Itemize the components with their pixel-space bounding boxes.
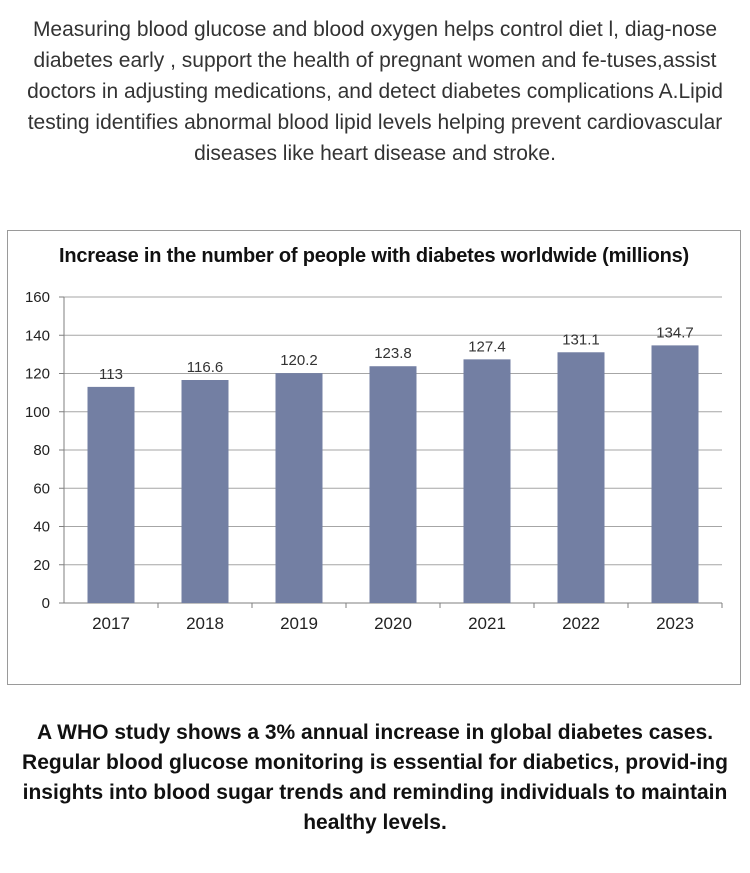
data-label-2019: 120.2	[280, 352, 318, 369]
y-tick-label: 20	[33, 557, 50, 574]
y-tick-label: 40	[33, 519, 50, 536]
data-label-2018: 116.6	[187, 359, 223, 376]
y-tick-label: 120	[25, 366, 50, 383]
data-label-2022: 131.1	[562, 331, 600, 348]
y-tick-label: 100	[25, 404, 50, 421]
x-tick-label: 2021	[468, 614, 506, 633]
y-tick-label: 160	[25, 289, 50, 306]
bar-2019	[275, 373, 323, 603]
intro-paragraph: Measuring blood glucose and blood oxygen…	[27, 18, 723, 165]
x-tick-label: 2020	[374, 614, 412, 633]
y-tick-label: 0	[42, 595, 50, 612]
data-label-2023: 134.7	[656, 324, 694, 341]
outro-paragraph: A WHO study shows a 3% annual increase i…	[22, 721, 728, 834]
bar-2020	[369, 366, 417, 603]
x-tick-label: 2022	[562, 614, 600, 633]
x-tick-label: 2019	[280, 614, 318, 633]
y-tick-label: 60	[33, 480, 50, 497]
data-label-2020: 123.8	[374, 345, 412, 362]
x-tick-label: 2017	[92, 614, 130, 633]
y-tick-label: 80	[33, 442, 50, 459]
x-tick-label: 2023	[656, 614, 694, 633]
bar-2023	[651, 345, 699, 603]
data-label-2021: 127.4	[468, 338, 506, 355]
y-tick-label: 140	[25, 327, 50, 344]
chart-container: Increase in the number of people with di…	[7, 230, 741, 685]
bar-2021	[463, 359, 511, 603]
data-label-2017: 113	[99, 366, 123, 383]
bar-chart: 0 20 40 60 80 100 120 140 160 113 2017 116.6 2018 120…	[25, 289, 723, 633]
x-tick-label: 2018	[186, 614, 224, 633]
chart-title: Increase in the number of people with di…	[58, 245, 690, 267]
bar-2018	[181, 380, 229, 603]
bar-2022	[557, 352, 605, 603]
bar-2017	[87, 386, 135, 603]
